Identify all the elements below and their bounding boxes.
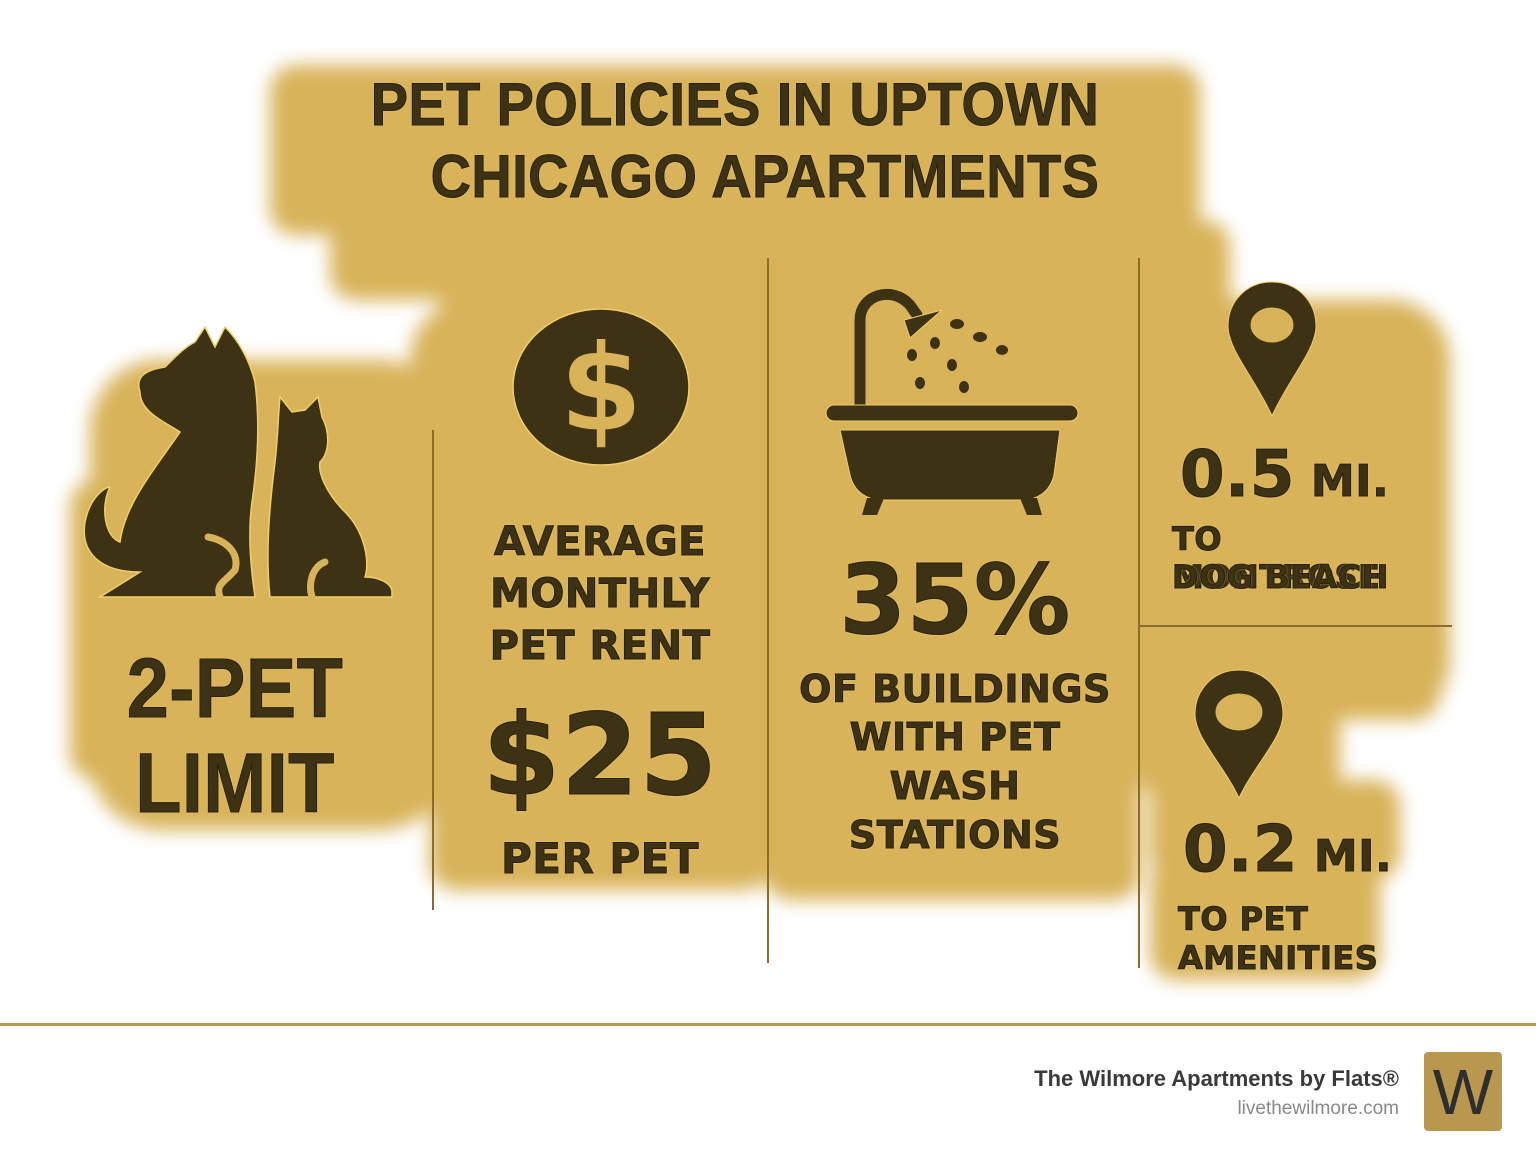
wash-label-line1: OF BUILDINGS: [799, 667, 1111, 712]
brand-logo: W: [1424, 1052, 1502, 1131]
brand-name: The Wilmore Apartments by Flats®: [1034, 1066, 1399, 1091]
rent-label-line2: MONTHLY: [490, 571, 710, 618]
page-title-line2: CHICAGO APARTMENTS: [430, 143, 1100, 211]
divider: [1138, 258, 1140, 968]
pet-limit-line2: LIMIT: [135, 736, 335, 830]
rent-value: $25: [482, 691, 718, 821]
divider: [767, 258, 769, 963]
wash-label-line3: WASH: [889, 764, 1021, 809]
rent-label-line1: AVERAGE: [494, 519, 706, 566]
map-pin-icon: [1193, 668, 1285, 800]
wash-label-line2: WITH PET: [849, 715, 1061, 760]
svg-text:$: $: [559, 320, 643, 459]
amenities-label-line1: TO PET: [1178, 900, 1309, 939]
amenities-distance: 0.2 MI.: [1183, 813, 1463, 887]
amenities-distance-unit: MI.: [1313, 831, 1393, 883]
amenities-distance-value: 0.2: [1183, 813, 1298, 887]
map-pin-icon: [1226, 280, 1318, 418]
beach-distance-unit: MI.: [1310, 456, 1390, 508]
brand-url-link[interactable]: livethewilmore.com: [1237, 1098, 1399, 1119]
dog-and-cat-icon: [80, 322, 395, 612]
dollar-coin-icon: $: [512, 308, 690, 466]
beach-distance-value: 0.5: [1180, 438, 1295, 512]
beach-distance: 0.5 MI.: [1180, 438, 1460, 512]
wash-stations-value: 35%: [839, 544, 1071, 656]
divider: [1140, 625, 1452, 627]
divider: [432, 430, 434, 910]
rent-unit: PER PET: [500, 834, 700, 884]
pet-limit-line1: 2-PET: [126, 641, 344, 735]
page-title-line1: PET POLICIES IN UPTOWN: [370, 71, 1100, 139]
beach-label-line2: DOG BEACH: [1172, 558, 1389, 597]
amenities-label-line2: AMENITIES: [1178, 939, 1379, 978]
logo-letter: W: [1432, 1055, 1494, 1128]
rent-label-line3: PET RENT: [489, 623, 711, 670]
wash-label-line4: STATIONS: [848, 813, 1062, 858]
beach-label-line1: TO MONTROSE: [1172, 520, 1381, 597]
bathtub-shower-icon: [822, 280, 1082, 520]
footer-divider: [0, 1023, 1536, 1026]
